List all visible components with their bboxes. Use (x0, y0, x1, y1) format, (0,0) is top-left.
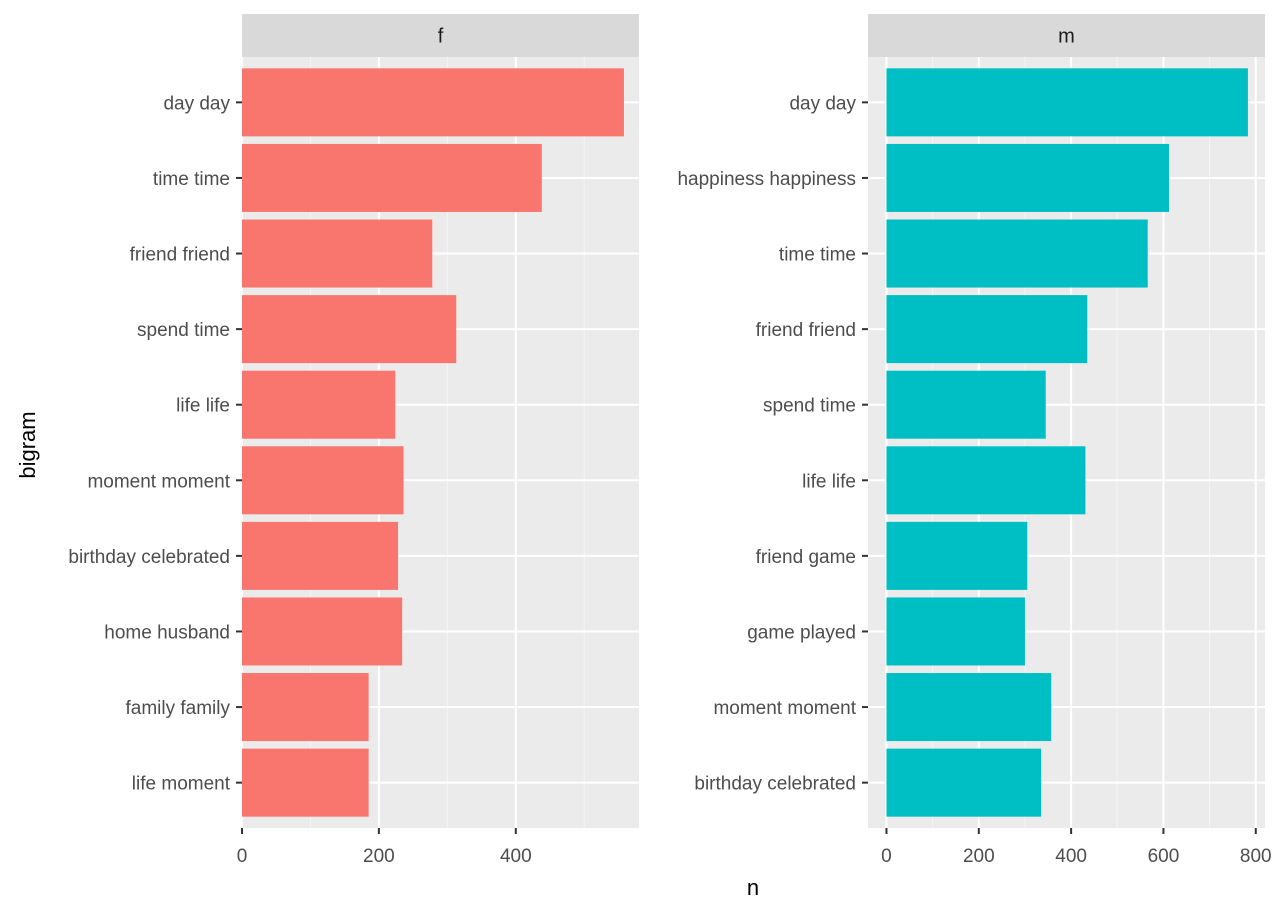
x-tick-label: 600 (1148, 846, 1180, 867)
bar-f-life-life (242, 370, 396, 439)
y-tick-label: moment moment (87, 471, 230, 492)
panel-strip (242, 14, 639, 57)
bar-m-happiness-happiness (886, 143, 1169, 212)
y-tick-label: time time (153, 169, 230, 190)
bar-f-family-family (242, 673, 369, 742)
bar-m-day-day (886, 68, 1248, 137)
y-tick-label: friend game (756, 547, 856, 568)
bar-f-home-husband (242, 597, 403, 666)
x-tick-label: 400 (1055, 846, 1087, 867)
x-tick-label: 0 (881, 846, 892, 867)
y-tick-label: life moment (132, 774, 231, 795)
y-tick-label: happiness happiness (677, 169, 856, 190)
x-tick-label: 400 (500, 846, 532, 867)
x-tick-label: 200 (963, 846, 995, 867)
bar-f-friend-friend (242, 219, 433, 288)
y-tick-label: family family (125, 698, 230, 719)
panels-layer: f day day time time friend friend spend time… (68, 14, 1272, 867)
y-tick-label: friend friend (130, 245, 230, 266)
y-tick-label: friend friend (756, 320, 856, 341)
bar-m-game-played (886, 597, 1025, 666)
bar-m-friend-friend (886, 295, 1088, 364)
y-tick-label: spend time (137, 320, 230, 341)
y-tick-label: game played (747, 622, 856, 643)
bar-f-life-moment (242, 748, 369, 817)
y-tick-label: home husband (104, 622, 230, 643)
y-tick-label: birthday celebrated (68, 547, 230, 568)
bar-f-day-day (242, 68, 624, 137)
panel-strip-label: m (1058, 26, 1075, 48)
y-tick-label: day day (163, 93, 230, 114)
bar-f-birthday-celebrated (242, 521, 399, 590)
bar-m-friend-game (886, 521, 1028, 590)
bar-m-moment-moment (886, 673, 1052, 742)
x-tick-label: 800 (1240, 846, 1272, 867)
bar-f-time-time (242, 143, 542, 212)
bar-f-spend-time (242, 295, 457, 364)
bar-m-time-time (886, 219, 1148, 288)
x-tick-label: 0 (237, 846, 248, 867)
y-axis-title: bigram (15, 411, 40, 478)
y-tick-label: birthday celebrated (694, 774, 856, 795)
y-tick-label: spend time (763, 396, 856, 417)
panel-strip (868, 14, 1265, 57)
bar-m-birthday-celebrated (886, 748, 1042, 817)
x-axis-title: n (747, 875, 759, 900)
bar-f-moment-moment (242, 446, 404, 515)
panel-strip-label: f (438, 26, 444, 48)
y-tick-label: life life (802, 471, 856, 492)
panel-f: f day day time time friend friend spend time… (68, 14, 639, 867)
panel-m: m day day happiness happiness time time frie… (677, 14, 1272, 867)
bar-m-life-life (886, 446, 1086, 515)
y-tick-label: life life (176, 396, 230, 417)
x-tick-label: 200 (363, 846, 395, 867)
y-tick-label: moment moment (713, 698, 856, 719)
y-tick-label: day day (789, 93, 856, 114)
bar-m-spend-time (886, 370, 1046, 439)
y-tick-label: time time (779, 245, 856, 266)
